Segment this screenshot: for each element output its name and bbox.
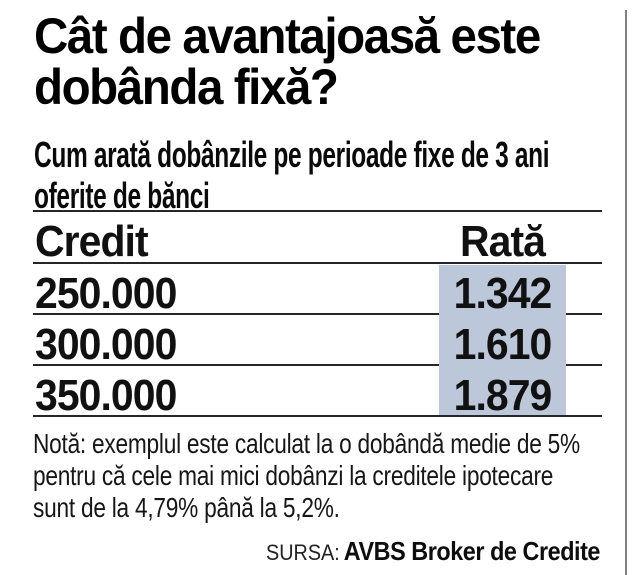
page-title: Cât de avantajoasă este dobânda fixă?: [34, 8, 541, 115]
table-row-1-credit: 250.000: [35, 269, 177, 318]
table-row-2-rata: 1.610: [453, 320, 553, 369]
footnote-line-1: Notă: exemplul este calculat la o dobând…: [33, 428, 580, 459]
table-rule-top: [33, 210, 602, 212]
table-rule-bottom: [33, 415, 602, 417]
source-value: AVBS Broker de Credite: [343, 536, 601, 566]
table-rule-row-2: [33, 364, 602, 366]
table-rule-header: [33, 262, 602, 264]
footnote: Notă: exemplul este calculat la o dobând…: [33, 428, 580, 524]
table-rule-row-1: [33, 313, 602, 315]
footnote-line-3: sunt de la 4,79% până la 5,2%.: [33, 492, 340, 523]
subtitle-line-2: oferite de bănci: [34, 175, 210, 216]
footnote-line-2: pentru că cele mai mici dobânzi la credi…: [33, 460, 554, 491]
page-title-line-2: dobânda fixă?: [34, 59, 339, 115]
source-label: SURSA:: [266, 540, 340, 565]
table-row-2-credit: 300.000: [35, 320, 177, 369]
column-header-credit: Credit: [35, 217, 149, 266]
rata-highlight-column: [439, 265, 566, 415]
subtitle: Cum arată dobânzile pe perioade fixe de …: [34, 134, 550, 216]
table-row-3-rata: 1.879: [453, 371, 553, 420]
page-title-line-1: Cât de avantajoasă este: [34, 8, 541, 64]
table-row-1-rata: 1.342: [453, 269, 553, 318]
source-line: SURSA: AVBS Broker de Credite: [60, 536, 600, 567]
side-divider-line: [625, 10, 627, 575]
table-row-3-credit: 350.000: [35, 371, 177, 420]
column-header-rata: Rată: [460, 217, 546, 266]
subtitle-line-1: Cum arată dobânzile pe perioade fixe de …: [34, 134, 550, 175]
